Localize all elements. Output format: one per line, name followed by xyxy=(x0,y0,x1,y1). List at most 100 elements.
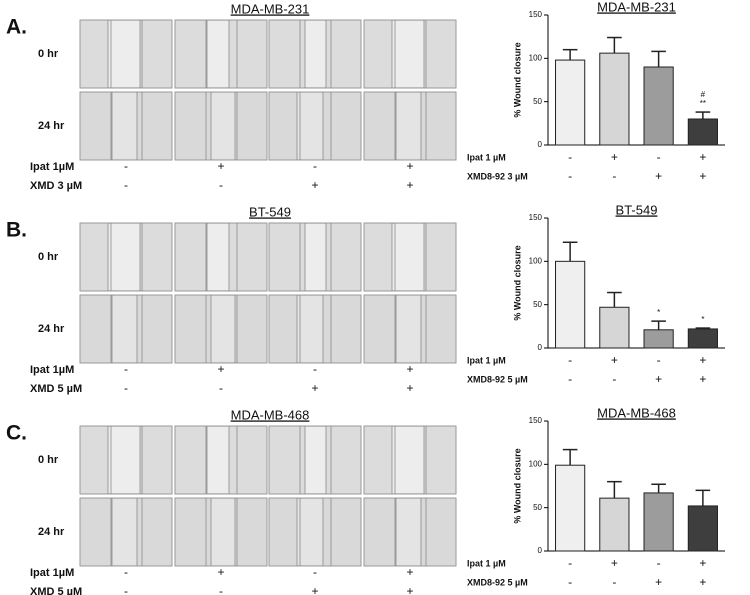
treatment-label: XMD8-92 5 µM xyxy=(467,374,528,384)
treatment-sign: + xyxy=(699,353,706,367)
treatment-sign: - xyxy=(568,556,572,570)
bar xyxy=(555,260,586,349)
bar xyxy=(599,52,630,146)
wound-gap xyxy=(396,296,421,362)
treatment-sign: - xyxy=(568,372,572,386)
treatment-sign: + xyxy=(217,565,224,579)
row-label: 0 hr xyxy=(38,251,59,263)
wound-gap xyxy=(211,499,235,565)
wound-gap xyxy=(392,427,424,493)
panel-title: BT-549 xyxy=(249,204,291,219)
treatment-sign: - xyxy=(657,353,661,367)
wound-gap xyxy=(297,296,323,362)
wound-gap xyxy=(112,93,137,159)
panel-title: MDA-MB-468 xyxy=(231,407,310,422)
treatment-sign: + xyxy=(611,150,618,164)
wound-gap xyxy=(211,93,235,159)
treatment-sign: - xyxy=(612,372,616,386)
y-tick-label: 150 xyxy=(529,416,543,425)
wound-gap xyxy=(305,21,326,87)
y-axis-label: % Wound closure xyxy=(512,448,522,523)
treatment-sign: + xyxy=(611,556,618,570)
treatment-sign: - xyxy=(219,381,223,395)
treatment-label: Ipat 1 µM xyxy=(467,152,506,162)
wound-gap xyxy=(396,499,421,565)
treatment-sign: + xyxy=(699,169,706,183)
row-label: 24 hr xyxy=(38,323,65,335)
panel-label: B. xyxy=(6,219,27,242)
treatment-sign: - xyxy=(657,150,661,164)
treatment-sign: + xyxy=(406,381,413,395)
panel-label: C. xyxy=(6,422,27,445)
treatment-sign: - xyxy=(124,584,128,595)
bar xyxy=(643,492,674,552)
treatment-sign: - xyxy=(568,353,572,367)
bar xyxy=(687,118,718,146)
wound-gap xyxy=(396,93,421,159)
wound-gap xyxy=(207,21,229,87)
y-tick-label: 150 xyxy=(529,10,543,19)
chart-title: MDA-MB-231 xyxy=(597,0,676,14)
significance-mark: * xyxy=(657,308,660,317)
y-tick-label: 100 xyxy=(529,53,543,62)
wound-gap xyxy=(305,224,326,290)
treatment-label: Ipat 1µM xyxy=(30,567,74,579)
treatment-label: Ipat 1 µM xyxy=(467,558,506,568)
treatment-sign: + xyxy=(311,381,318,395)
wound-gap xyxy=(297,499,323,565)
treatment-sign: - xyxy=(219,178,223,192)
bar xyxy=(599,497,630,552)
wound-gap xyxy=(108,224,140,290)
treatment-sign: + xyxy=(655,372,662,386)
treatment-label: XMD 5 µM xyxy=(30,586,82,595)
treatment-sign: + xyxy=(699,372,706,386)
treatment-label: Ipat 1µM xyxy=(30,364,74,376)
treatment-sign: + xyxy=(406,178,413,192)
bar xyxy=(643,66,674,146)
treatment-label: XMD8-92 5 µM xyxy=(467,577,528,587)
row-label: 24 hr xyxy=(38,526,65,538)
treatment-sign: - xyxy=(568,575,572,589)
treatment-sign: - xyxy=(612,169,616,183)
treatment-sign: + xyxy=(217,362,224,376)
treatment-label: XMD 3 µM xyxy=(30,180,82,192)
treatment-sign: + xyxy=(217,159,224,173)
wound-gap xyxy=(108,21,140,87)
treatment-label: Ipat 1µM xyxy=(30,161,74,173)
treatment-sign: - xyxy=(124,381,128,395)
y-tick-label: 50 xyxy=(533,97,542,106)
row-label: 24 hr xyxy=(38,120,65,132)
treatment-sign: - xyxy=(313,362,317,376)
significance-mark: ** xyxy=(700,99,706,108)
wound-gap xyxy=(392,224,424,290)
row-label: 0 hr xyxy=(38,48,59,60)
y-tick-label: 0 xyxy=(538,546,543,555)
treatment-sign: - xyxy=(124,178,128,192)
significance-mark: * xyxy=(701,315,704,324)
treatment-sign: - xyxy=(612,575,616,589)
treatment-sign: - xyxy=(657,556,661,570)
treatment-sign: - xyxy=(568,150,572,164)
treatment-sign: - xyxy=(313,159,317,173)
treatment-sign: + xyxy=(406,584,413,595)
treatment-sign: + xyxy=(611,353,618,367)
treatment-sign: - xyxy=(568,169,572,183)
wound-gap xyxy=(108,427,140,493)
treatment-sign: - xyxy=(219,584,223,595)
treatment-label: XMD 5 µM xyxy=(30,383,82,395)
bar xyxy=(687,505,718,552)
treatment-sign: + xyxy=(406,159,413,173)
y-tick-label: 100 xyxy=(529,256,543,265)
treatment-sign: - xyxy=(313,565,317,579)
wound-gap xyxy=(207,224,229,290)
treatment-sign: + xyxy=(655,575,662,589)
y-tick-label: 0 xyxy=(538,140,543,149)
treatment-sign: + xyxy=(406,565,413,579)
y-tick-label: 150 xyxy=(529,213,543,222)
treatment-sign: + xyxy=(655,169,662,183)
wound-gap xyxy=(112,296,137,362)
chart-title: MDA-MB-468 xyxy=(597,405,676,420)
chart-title: BT-549 xyxy=(616,202,658,217)
y-axis-label: % Wound closure xyxy=(512,245,522,320)
